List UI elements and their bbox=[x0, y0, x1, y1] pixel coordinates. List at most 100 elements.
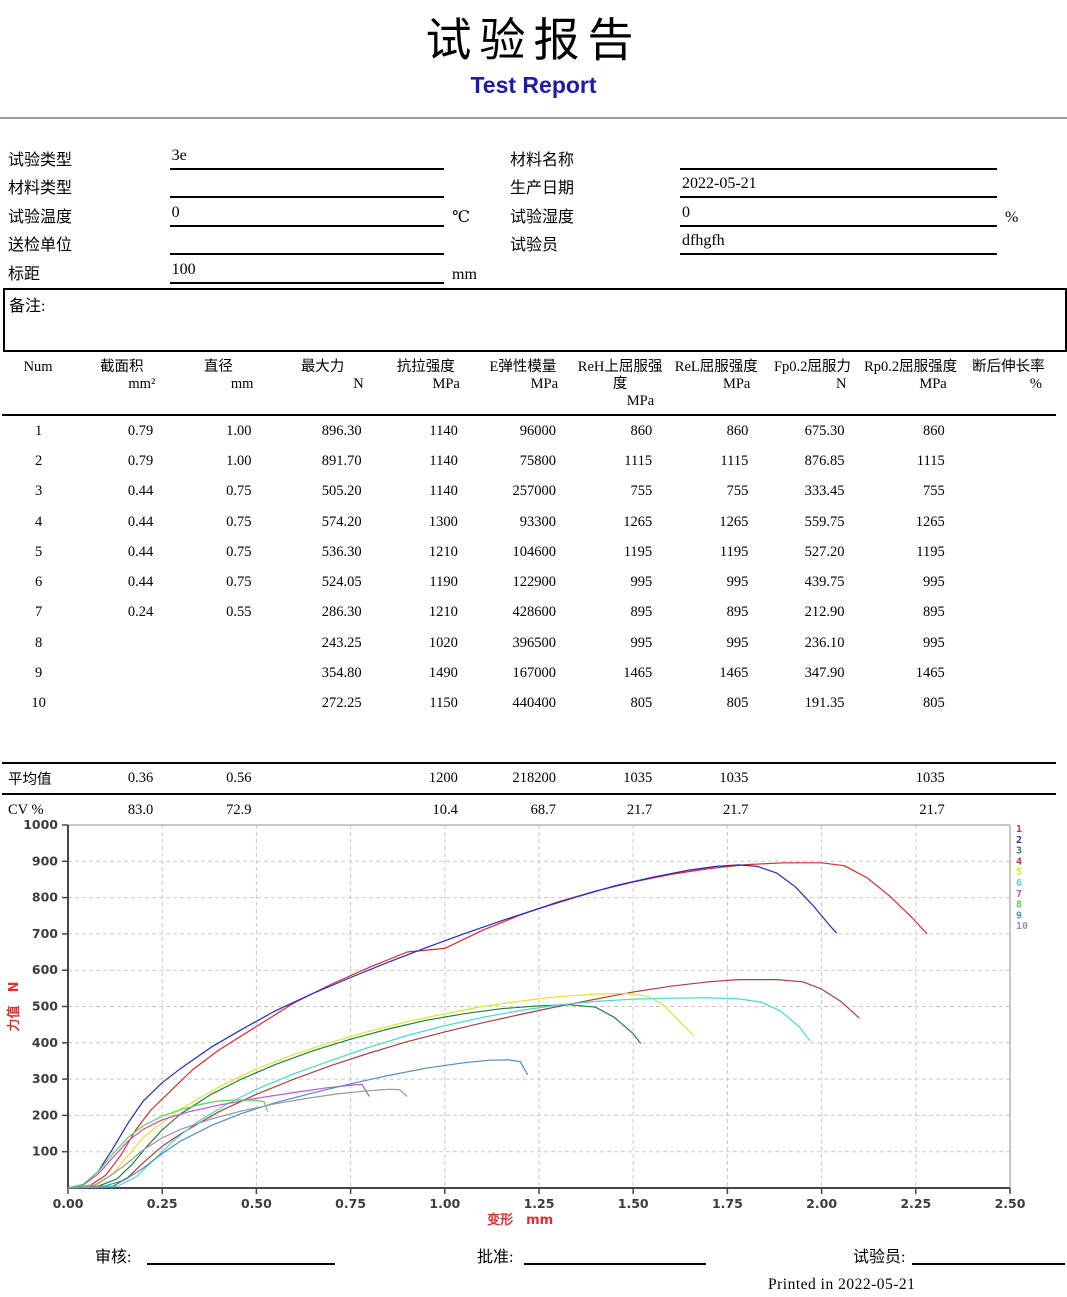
y-tick-label: 100 bbox=[32, 1144, 58, 1159]
tester-signature-line bbox=[912, 1263, 1065, 1265]
value-cell: 1265 bbox=[719, 513, 749, 530]
summary-label-cell: 平均值 bbox=[2, 762, 75, 795]
value-cell: 0.75 bbox=[226, 513, 252, 530]
form-column-left: 试验类型 3e 材料类型 试验温度 0 ℃ 送检单位 标距 100 mm bbox=[8, 141, 478, 284]
column-unit: mm² bbox=[128, 376, 156, 392]
value-cell: 805 bbox=[630, 695, 653, 712]
summary-value-cell: 0.36 bbox=[74, 762, 170, 795]
summary-value-cell: 68.7 bbox=[530, 801, 557, 818]
value-cell bbox=[961, 598, 1056, 628]
value-cell: 1300 bbox=[428, 513, 458, 530]
remarks-label: 备注: bbox=[9, 298, 46, 315]
value-cell: 1465 bbox=[719, 665, 749, 682]
value-cell: 96000 bbox=[519, 422, 557, 439]
value-cell: 860 bbox=[922, 422, 945, 439]
legend-item-3: 3 bbox=[1016, 846, 1022, 857]
table-row: 5 0.44 0.75 536.30 1210 104600 1195 1195 527.20 1… bbox=[2, 537, 1056, 567]
value-cell: 440400 bbox=[512, 695, 557, 712]
legend-item-10: 10 bbox=[1016, 921, 1028, 932]
average-row: 平均值 0.36 0.56 1200 218200 1035 1035 1035 bbox=[2, 762, 1056, 795]
column-title: E弹性模量 bbox=[489, 359, 557, 375]
y-tick-label: 600 bbox=[32, 962, 58, 977]
field-label: 材料类型 bbox=[8, 180, 73, 198]
value-cell: 0.44 bbox=[127, 543, 154, 560]
column-header: 截面积 mm² bbox=[74, 357, 170, 416]
value-cell bbox=[169, 628, 267, 658]
column-title: 截面积 bbox=[99, 359, 144, 375]
value-cell bbox=[961, 689, 1056, 719]
field-value: 2022-05-21 bbox=[680, 172, 997, 199]
summary-value-cell: 0.56 bbox=[169, 762, 268, 795]
field-value: dfhgfh bbox=[680, 229, 997, 256]
form-field-right-3: 试验员 dfhgfh bbox=[510, 227, 1060, 256]
summary-value-cell: 1035 bbox=[572, 762, 669, 795]
field-value bbox=[680, 144, 997, 170]
value-cell bbox=[74, 689, 169, 719]
value-cell bbox=[961, 537, 1056, 567]
value-cell: 0.44 bbox=[127, 483, 154, 500]
field-unit: mm bbox=[452, 265, 477, 283]
summary-value-cell: 1035 bbox=[668, 762, 765, 795]
x-tick-label: 2.50 bbox=[995, 1196, 1026, 1211]
column-title: 断后伸长率 bbox=[972, 359, 1045, 375]
value-cell: 895 bbox=[726, 604, 749, 621]
column-unit: MPa bbox=[919, 376, 947, 392]
value-cell: 167000 bbox=[512, 665, 557, 682]
value-cell: 1115 bbox=[720, 452, 749, 469]
form-field-right-0: 材料名称 bbox=[510, 141, 1060, 170]
x-axis-title: 变形 mm bbox=[487, 1212, 553, 1228]
value-cell: 755 bbox=[922, 483, 945, 500]
value-cell: 1.00 bbox=[226, 422, 252, 439]
row-number-cell: 8 bbox=[34, 634, 43, 651]
summary-value-cell bbox=[267, 762, 378, 795]
value-cell: 1140 bbox=[429, 452, 458, 469]
value-cell bbox=[961, 415, 1056, 446]
column-unit: MPa bbox=[432, 376, 460, 392]
column-title: ReL屈服强度 bbox=[674, 359, 758, 375]
review-label: 审核: bbox=[95, 1249, 132, 1266]
value-cell: 0.75 bbox=[226, 543, 252, 560]
value-cell: 0.75 bbox=[226, 574, 252, 591]
value-cell: 93300 bbox=[519, 513, 557, 530]
table-row: 4 0.44 0.75 574.20 1300 93300 1265 1265 559.75 12… bbox=[2, 507, 1056, 537]
column-header: 抗拉强度 MPa bbox=[377, 357, 474, 416]
value-cell: 574.20 bbox=[321, 513, 362, 530]
value-cell: 891.70 bbox=[321, 452, 362, 469]
value-cell: 995 bbox=[922, 574, 945, 591]
curve-series-7 bbox=[67, 1083, 370, 1189]
summary-table: 平均值 0.36 0.56 1200 218200 1035 1035 1035 CV % 83.… bbox=[2, 762, 1056, 825]
summary-value-cell: 21.7 bbox=[722, 801, 749, 818]
column-title: 直径 bbox=[203, 359, 233, 375]
column-title: Rp0.2屈服强度 bbox=[864, 359, 958, 375]
page-title: 试验报告 bbox=[425, 15, 642, 66]
legend-item-6: 6 bbox=[1016, 878, 1022, 889]
row-number-cell: 9 bbox=[34, 665, 43, 682]
x-tick-label: 1.50 bbox=[618, 1196, 649, 1211]
legend-item-5: 5 bbox=[1016, 867, 1022, 878]
column-unit: MPa bbox=[626, 393, 655, 409]
x-tick-label: 0.75 bbox=[335, 1196, 366, 1211]
y-tick-label: 1000 bbox=[23, 818, 58, 832]
value-cell: 1195 bbox=[719, 543, 749, 560]
row-number-cell: 4 bbox=[34, 513, 43, 530]
value-cell: 755 bbox=[630, 483, 653, 500]
value-cell: 1195 bbox=[623, 543, 653, 560]
value-cell: 1190 bbox=[429, 574, 458, 591]
cv-row: CV % 83.0 72.9 10.4 68.7 21.7 21.7 21.7 bbox=[2, 794, 1056, 825]
summary-value-cell: 10.4 bbox=[432, 801, 458, 818]
column-unit: mm bbox=[230, 376, 254, 392]
value-cell: 505.20 bbox=[321, 483, 362, 500]
value-cell: 1465 bbox=[623, 665, 653, 682]
force-displacement-chart: 100 200 300 400 500 600 700 800 900 1000 0.00 0.25 0… bbox=[0, 818, 1067, 1230]
curve-series-2 bbox=[67, 864, 838, 1189]
page-subtitle: Test Report bbox=[470, 72, 597, 98]
value-cell: 527.20 bbox=[804, 543, 845, 560]
column-title: ReH上屈服强度 bbox=[577, 359, 663, 392]
row-number-cell: 10 bbox=[31, 695, 46, 712]
form-field-left-3: 送检单位 bbox=[8, 227, 478, 256]
remarks-box: 备注: bbox=[3, 288, 1067, 352]
curve-series-10 bbox=[67, 1088, 408, 1189]
value-cell bbox=[961, 628, 1056, 658]
value-cell: 559.75 bbox=[804, 513, 845, 530]
y-tick-label: 900 bbox=[32, 853, 58, 868]
